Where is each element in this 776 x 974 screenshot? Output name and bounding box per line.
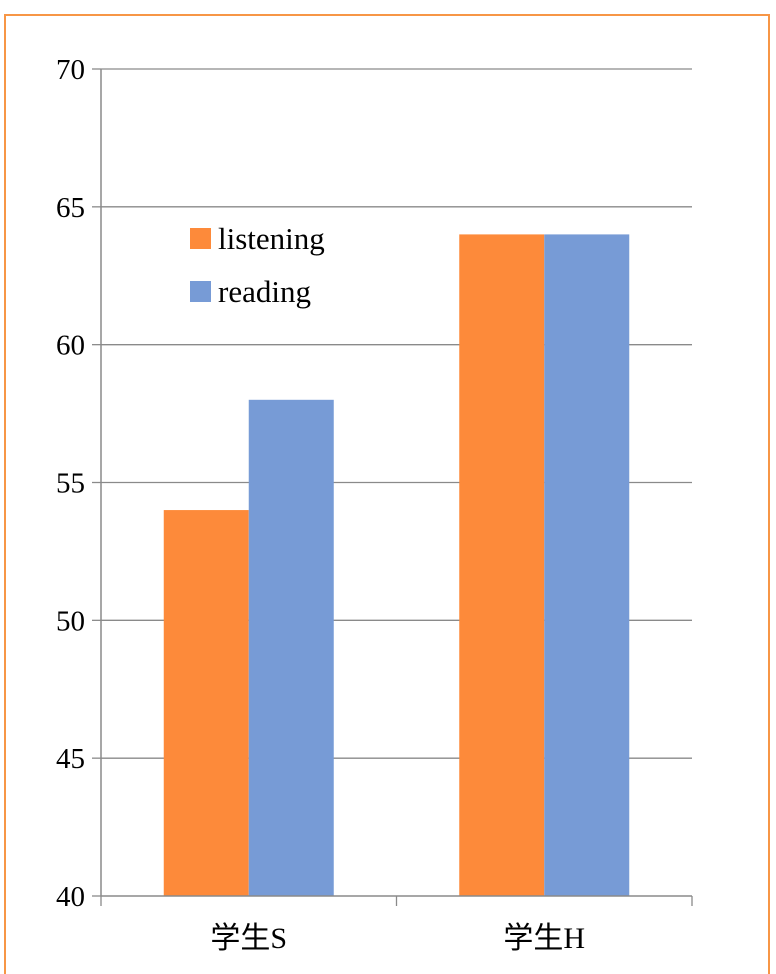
y-tick-label: 70	[56, 54, 85, 86]
y-tick-label: 45	[56, 743, 85, 775]
bar-listening-2	[459, 234, 545, 896]
y-tick-label: 60	[56, 330, 85, 362]
y-tick-label: 65	[56, 192, 85, 224]
legend-swatch-listening	[190, 228, 211, 249]
bar-reading-2	[544, 234, 630, 896]
y-tick-label: 55	[56, 468, 85, 500]
legend: listening reading	[190, 221, 325, 309]
y-tick-label: 50	[56, 605, 85, 637]
x-category-label: 学生S	[210, 922, 287, 955]
axes	[92, 68, 693, 906]
chart-frame	[4, 14, 770, 974]
legend-label-listening: listening	[218, 221, 325, 256]
y-tick-label: 40	[56, 881, 85, 913]
x-category-labels: 学生S 学生H	[210, 922, 585, 955]
y-tick-labels: 40 45 50 55 60 65 70	[56, 54, 85, 913]
legend-swatch-reading	[190, 281, 211, 302]
bar-listening-1	[163, 510, 249, 896]
legend-label-reading: reading	[218, 274, 311, 309]
bar-reading-1	[248, 399, 334, 896]
bars	[163, 234, 630, 896]
x-category-label: 学生H	[503, 922, 585, 955]
